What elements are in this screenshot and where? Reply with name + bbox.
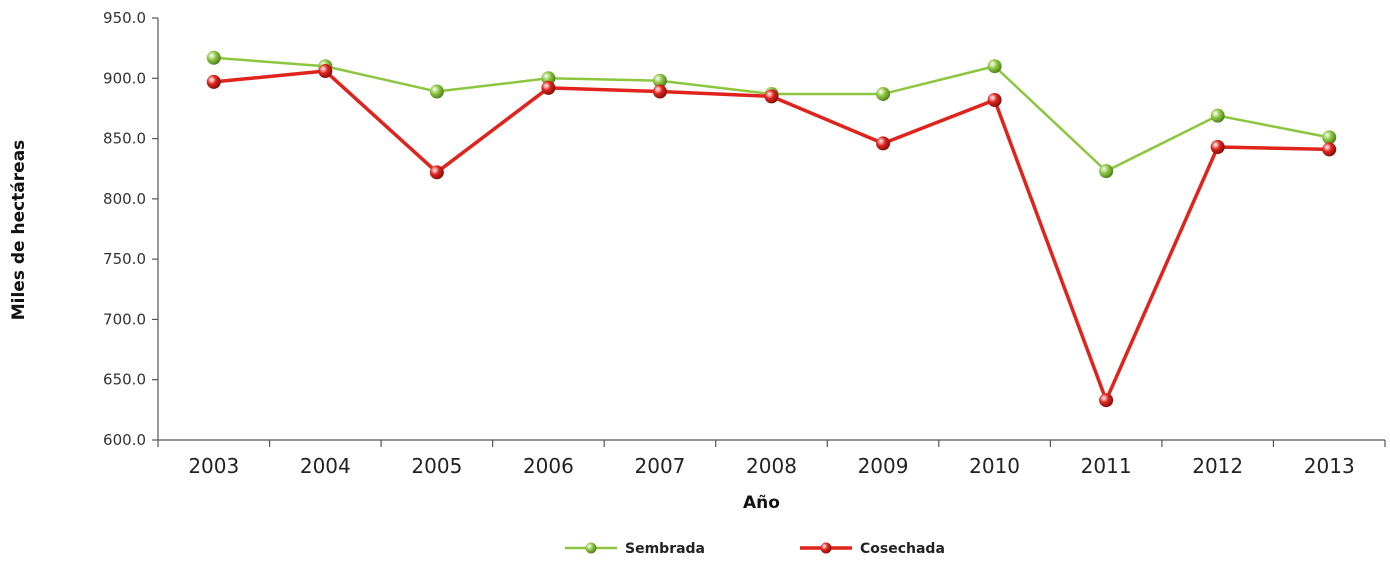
y-tick-label: 600.0 bbox=[103, 431, 146, 449]
y-tick-label: 800.0 bbox=[103, 190, 146, 208]
series-group bbox=[206, 50, 1337, 408]
y-axis-label: Miles de hectáreas bbox=[9, 140, 29, 321]
x-tick-label: 2010 bbox=[969, 454, 1020, 478]
data-point bbox=[987, 92, 1002, 107]
data-point bbox=[1210, 108, 1225, 123]
x-tick-label: 2007 bbox=[635, 454, 686, 478]
data-point bbox=[541, 80, 556, 95]
data-point bbox=[876, 86, 891, 101]
data-point bbox=[1322, 130, 1337, 145]
y-tick-label: 700.0 bbox=[103, 310, 146, 328]
data-point bbox=[652, 73, 667, 88]
series-line bbox=[213, 56, 1330, 173]
data-point bbox=[429, 84, 444, 99]
y-tick-label: 900.0 bbox=[103, 69, 146, 87]
series-sembrada bbox=[206, 50, 1337, 179]
x-axis-label: Año bbox=[743, 493, 780, 513]
legend-swatch-marker bbox=[820, 542, 832, 554]
data-point bbox=[987, 59, 1002, 74]
data-point bbox=[652, 84, 667, 99]
data-point bbox=[1099, 393, 1114, 408]
y-axis-ticks: 600.0 650.0 700.0 750.0 800.0 850.0 900.0 950.0 bbox=[103, 9, 158, 449]
data-point bbox=[876, 136, 891, 151]
x-tick-label: 2011 bbox=[1081, 454, 1132, 478]
legend-item-sembrada: Sembrada bbox=[565, 541, 705, 557]
data-point bbox=[1210, 140, 1225, 155]
x-axis-ticks: 2003 2004 2005 2006 2007 2008 2009 2010 2011 2012… bbox=[157, 440, 1386, 478]
legend-item-cosechada: Cosechada bbox=[800, 541, 945, 557]
data-point bbox=[1099, 164, 1114, 179]
data-point bbox=[764, 89, 779, 104]
y-tick-label: 850.0 bbox=[103, 130, 146, 148]
data-point bbox=[206, 74, 221, 89]
x-tick-label: 2012 bbox=[1192, 454, 1243, 478]
data-point bbox=[206, 50, 221, 65]
x-tick-label: 2003 bbox=[188, 454, 239, 478]
y-tick-label: 750.0 bbox=[103, 250, 146, 268]
data-point bbox=[318, 64, 333, 79]
series-line bbox=[213, 69, 1330, 402]
x-tick-label: 2013 bbox=[1304, 454, 1355, 478]
series-cosechada bbox=[206, 64, 1337, 408]
x-tick-label: 2009 bbox=[858, 454, 909, 478]
x-tick-label: 2008 bbox=[746, 454, 797, 478]
y-tick-label: 650.0 bbox=[103, 371, 146, 389]
x-tick-label: 2005 bbox=[411, 454, 462, 478]
y-tick-label: 950.0 bbox=[103, 9, 146, 27]
legend-label: Sembrada bbox=[625, 541, 705, 557]
legend: Sembrada Cosechada bbox=[565, 541, 945, 557]
legend-label: Cosechada bbox=[860, 541, 945, 557]
x-tick-label: 2004 bbox=[300, 454, 351, 478]
data-point bbox=[541, 71, 556, 86]
data-point bbox=[429, 165, 444, 180]
data-point bbox=[1322, 142, 1337, 157]
x-tick-label: 2006 bbox=[523, 454, 574, 478]
legend-swatch-marker bbox=[585, 542, 597, 554]
